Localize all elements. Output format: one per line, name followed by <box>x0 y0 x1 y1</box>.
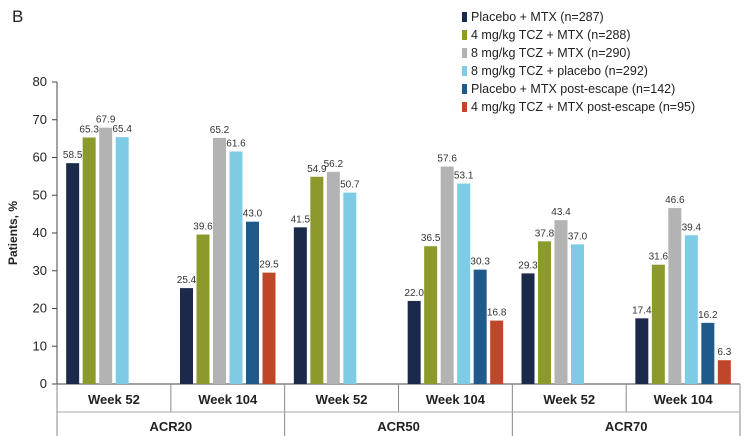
data-label: 57.6 <box>437 154 457 165</box>
legend-swatch <box>462 102 467 112</box>
legend-item: Placebo + MTX (n=287) <box>471 10 604 24</box>
bar <box>684 235 698 384</box>
data-label: 17.4 <box>632 305 652 316</box>
data-label: 37.0 <box>568 231 588 242</box>
data-label: 41.5 <box>291 214 311 225</box>
bar <box>473 269 487 384</box>
bar <box>701 322 715 384</box>
bar <box>457 183 471 384</box>
bar <box>262 272 276 384</box>
y-tick-label: 10 <box>33 338 47 353</box>
legend: Placebo + MTX (n=287) 4 mg/kg TCZ + MTX (… <box>462 10 695 114</box>
legend-swatch <box>462 48 467 58</box>
data-label: 65.2 <box>210 125 230 136</box>
bar <box>635 318 649 384</box>
bar <box>521 273 535 384</box>
data-label: 50.7 <box>340 180 360 191</box>
data-label: 29.3 <box>518 260 538 271</box>
y-tick-label: 40 <box>33 225 47 240</box>
y-tick-label: 70 <box>33 112 47 127</box>
data-label: 16.2 <box>698 310 718 321</box>
legend-item: 8 mg/kg TCZ + placebo (n=292) <box>471 64 648 78</box>
data-label: 53.1 <box>454 171 474 182</box>
legend-item: Placebo + MTX post-escape (n=142) <box>471 82 675 96</box>
bar <box>490 320 504 384</box>
bar <box>554 220 568 384</box>
bar <box>115 137 129 384</box>
data-label: 43.0 <box>243 209 263 220</box>
data-label: 67.9 <box>96 115 116 126</box>
y-ticks: 0 10 20 30 40 50 60 70 80 <box>33 74 57 391</box>
data-label: 30.3 <box>470 257 490 268</box>
bar <box>246 221 259 384</box>
data-label: 6.3 <box>717 347 731 358</box>
y-tick-label: 30 <box>33 263 47 278</box>
data-label: 39.6 <box>193 222 213 233</box>
panel-label: B <box>12 7 23 26</box>
x-tick-label: Week 52 <box>316 392 368 407</box>
bar <box>66 163 80 384</box>
data-label: 29.5 <box>259 260 279 271</box>
y-tick-label: 50 <box>33 187 47 202</box>
data-label: 25.4 <box>177 275 197 286</box>
data-label: 65.3 <box>79 124 99 135</box>
legend-swatch <box>462 66 467 76</box>
bar <box>668 208 682 384</box>
y-tick-label: 80 <box>33 74 47 89</box>
y-tick-label: 20 <box>33 301 47 316</box>
group-label: ACR70 <box>605 419 648 434</box>
legend-swatch <box>462 30 467 40</box>
bar <box>538 241 551 384</box>
x-tick-label: Week 52 <box>88 392 140 407</box>
data-label: 36.5 <box>421 233 441 244</box>
bar <box>407 300 421 384</box>
bars: 58.5 65.367.965.4 25.4 39.6 65.2 61.6 43.0 29.5… <box>63 115 732 385</box>
legend-swatch <box>462 12 467 22</box>
data-label: 31.6 <box>649 252 669 263</box>
data-label: 58.5 <box>63 150 83 161</box>
data-label: 22.0 <box>404 288 424 299</box>
data-label: 43.4 <box>551 207 571 218</box>
bar <box>213 137 226 384</box>
x-tick-label: Week 104 <box>654 392 714 407</box>
bar <box>310 176 324 384</box>
bar <box>571 244 584 384</box>
bar <box>343 192 357 384</box>
data-label: 56.2 <box>324 159 344 170</box>
bar <box>440 166 454 384</box>
y-axis-label: Patients, % <box>6 201 20 265</box>
x-labels: Week 52 Week 104 ACR20 Week 52 Week 104 ACR50… <box>56 384 741 436</box>
legend-item: 4 mg/kg TCZ + MTX (n=288) <box>471 28 631 42</box>
bar <box>180 288 193 384</box>
bar <box>651 264 665 384</box>
group-label: ACR20 <box>150 419 193 434</box>
bar <box>196 234 210 384</box>
bar <box>717 360 731 384</box>
data-label: 65.4 <box>112 124 132 135</box>
x-tick-label: Week 104 <box>198 392 258 407</box>
legend-item: 4 mg/kg TCZ + MTX post-escape (n=95) <box>471 100 695 114</box>
data-label: 39.4 <box>682 222 702 233</box>
bar <box>229 151 243 384</box>
bar <box>82 137 96 384</box>
legend-item: 8 mg/kg TCZ + MTX (n=290) <box>471 46 631 60</box>
x-tick-label: Week 104 <box>426 392 486 407</box>
data-label: 61.6 <box>226 138 246 149</box>
data-label: 37.8 <box>535 228 555 239</box>
legend-swatch <box>462 84 467 94</box>
x-tick-label: Week 52 <box>543 392 595 407</box>
y-tick-label: 0 <box>40 376 47 391</box>
bar <box>293 227 307 384</box>
data-label: 46.6 <box>665 195 685 206</box>
bar <box>326 171 340 384</box>
data-label: 16.8 <box>487 308 507 319</box>
y-tick-label: 60 <box>33 150 47 165</box>
bar <box>99 127 113 385</box>
group-label: ACR50 <box>377 419 420 434</box>
data-label: 54.9 <box>307 164 327 175</box>
bar <box>424 246 438 384</box>
